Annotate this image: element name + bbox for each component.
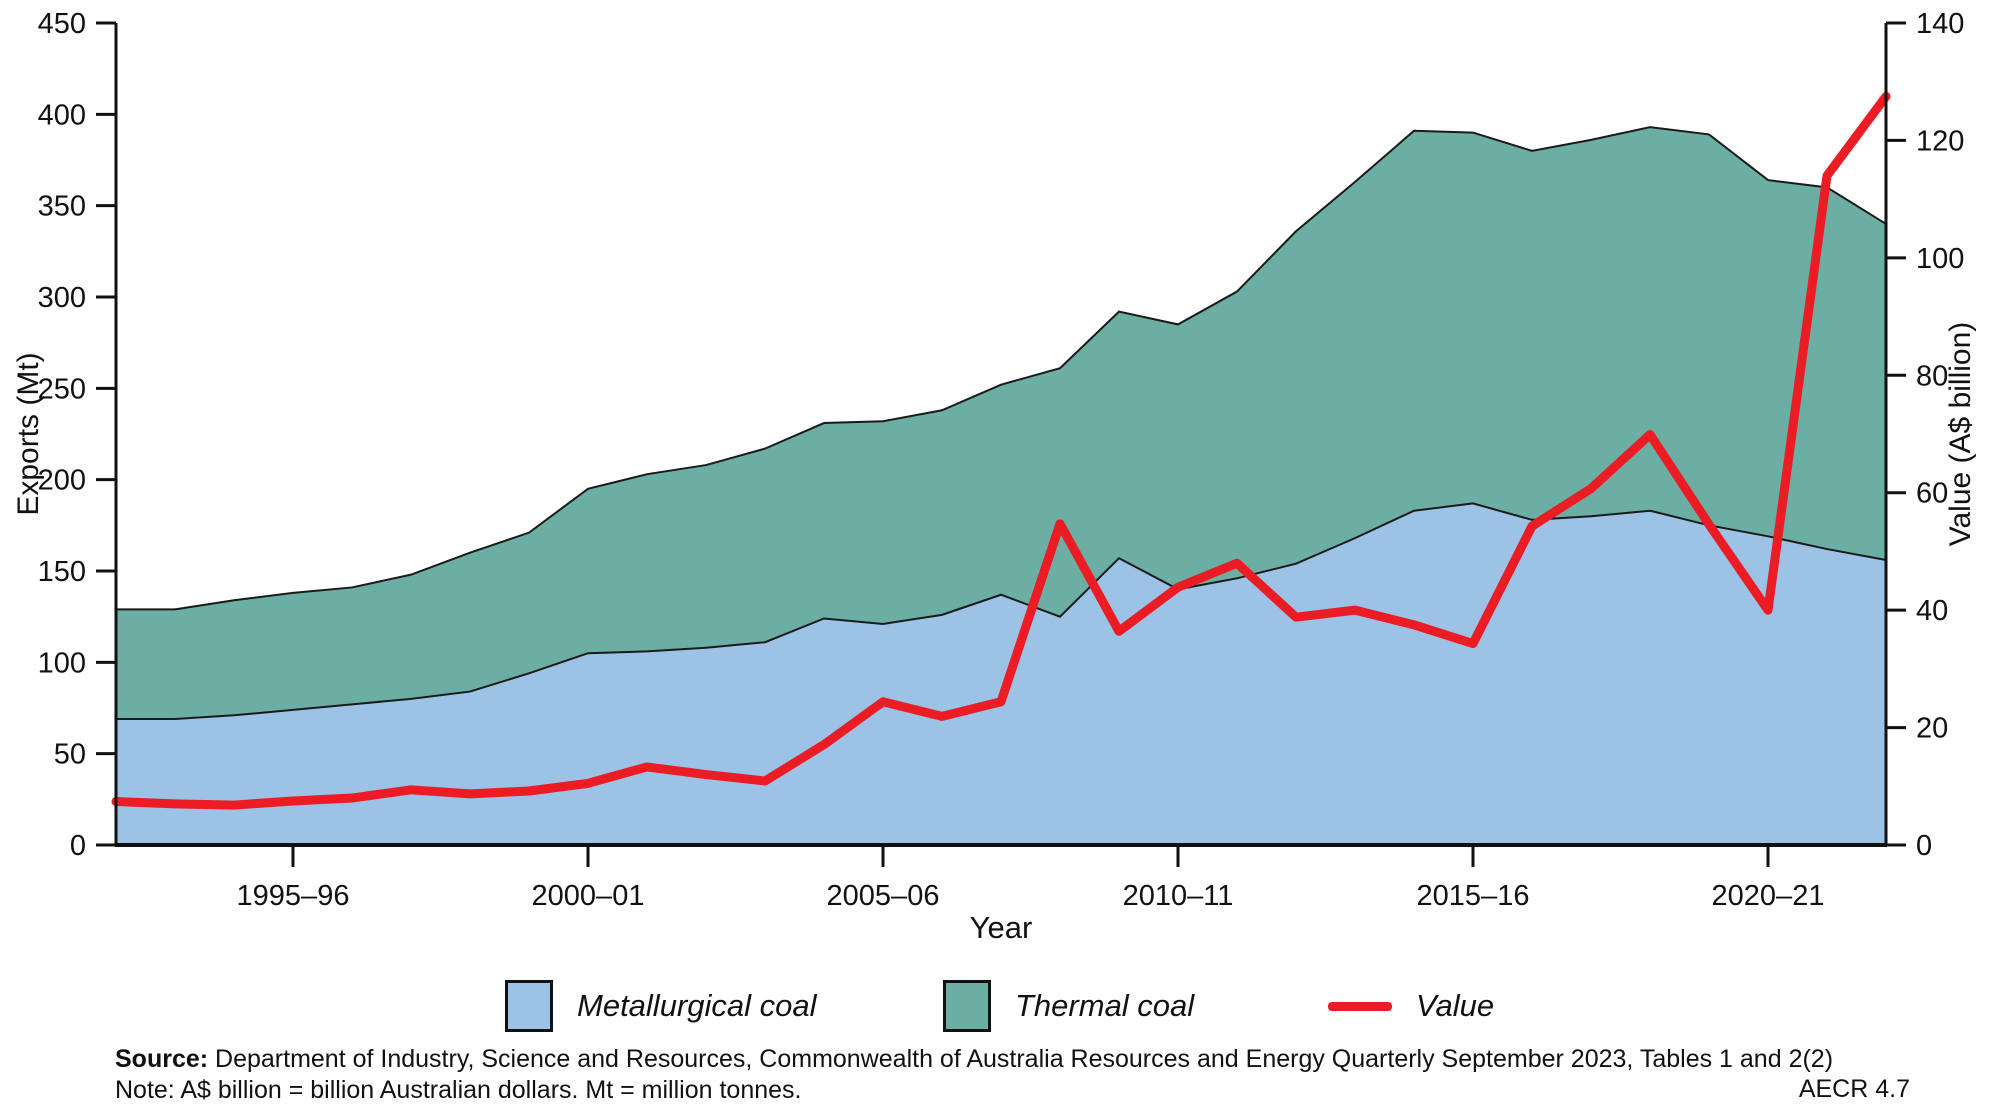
x-tick-label: 1995–96 [237, 880, 350, 912]
x-tick-label: 2020–21 [1712, 880, 1825, 912]
legend-label-value: Value [1416, 988, 1495, 1023]
metallurgical-area-outline [116, 502, 1887, 720]
source-note-block: Source: Department of Industry, Science … [115, 1044, 1833, 1104]
tick-labels: 0 50 100 150 200 250 300 350 400 450 0 20 40 60 80 100 1… [38, 8, 1965, 912]
stacked-areas [116, 126, 1887, 845]
legend-swatch-thermal-coal [943, 980, 991, 1032]
figure-id-label: AECR 4.7 [1798, 1075, 1910, 1103]
legend-swatch-metallurgical-coal [505, 980, 553, 1032]
y-left-tick-label: 450 [38, 8, 86, 40]
y-right-tick-label: 120 [1916, 125, 1964, 157]
legend-item-metallurgical: Metallurgical coal [505, 978, 817, 1034]
x-tick-label: 2010–11 [1123, 880, 1234, 912]
y-left-tick-label: 0 [70, 830, 86, 862]
y-right-tick-label: 20 [1916, 713, 1948, 745]
legend-label-metallurgical-coal: Metallurgical coal [577, 988, 817, 1023]
y-right-tick-label: 80 [1916, 360, 1948, 392]
thermal-coal-area [116, 127, 1886, 719]
y-left-axis-title: Exports (Mt) [12, 352, 45, 515]
y-left-tick-label: 150 [38, 556, 86, 588]
legend-line-value [1328, 1001, 1392, 1011]
y-left-tick-label: 300 [38, 282, 86, 314]
y-left-tick-label: 200 [38, 465, 86, 497]
x-tick-label: 2000–01 [532, 880, 645, 912]
y-right-axis-title: Value (A$ billion) [1944, 322, 1977, 547]
value-line [111, 91, 1891, 810]
y-right-tick-label: 140 [1916, 8, 1964, 40]
x-axis-title: Year [970, 910, 1033, 945]
y-left-tick-label: 250 [38, 373, 86, 405]
legend-item-value: Value [1328, 978, 1494, 1034]
y-left-tick-label: 350 [38, 191, 86, 223]
note-line: Note: A$ billion = billion Australian do… [115, 1076, 802, 1104]
legend-label-thermal-coal: Thermal coal [1015, 988, 1195, 1023]
y-right-tick-label: 40 [1916, 595, 1948, 627]
x-tick-label: 2005–06 [827, 880, 940, 912]
axes [96, 21, 1906, 867]
y-right-tick-label: 0 [1916, 830, 1932, 862]
y-left-tick-label: 400 [38, 99, 86, 131]
total-area-outline [116, 126, 1887, 611]
y-left-tick-label: 100 [38, 647, 86, 679]
y-left-tick-label: 50 [54, 739, 86, 771]
y-right-tick-label: 60 [1916, 478, 1948, 510]
y-right-tick-label: 100 [1916, 243, 1964, 275]
value-line-path [111, 91, 1891, 810]
x-tick-label: 2015–16 [1417, 880, 1530, 912]
source-text: Department of Industry, Science and Reso… [208, 1045, 1834, 1073]
metallurgical-coal-area [116, 503, 1886, 845]
source-label: Source: [115, 1045, 209, 1073]
legend-item-thermal: Thermal coal [943, 978, 1194, 1034]
source-line: Source: Department of Industry, Science … [115, 1044, 1833, 1075]
